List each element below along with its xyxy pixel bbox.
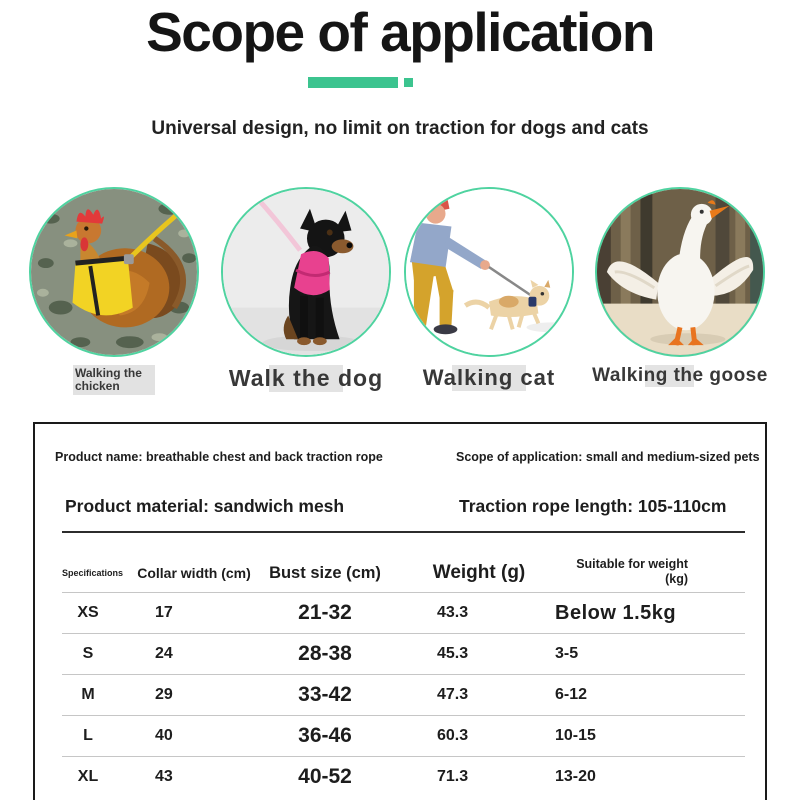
col-header-suitable-weight: Suitable for weight (kg) [576,557,688,586]
cell-bust-size: 28-38 [298,642,352,665]
dog-photo-circle [221,187,391,357]
spec-box: Product name: breathable chest and back … [33,422,767,800]
gallery-item-goose: Walking the goose [592,187,768,387]
cat-illustration-circle [404,187,574,357]
cell-collar-width: 29 [155,686,173,703]
cell-suitable-weight: 13-20 [555,768,596,785]
cell-size: XS [77,604,99,621]
col-header-collar-width: Collar width (cm) [137,565,251,581]
gallery-item-dog: Walk the dog [218,187,394,392]
cell-size: XL [77,768,99,785]
table-row-m: M 29 33-42 47.3 6-12 [62,674,745,715]
cell-suitable-weight: 6-12 [555,686,588,703]
cell-size: M [81,686,95,703]
cell-collar-width: 17 [155,604,173,621]
cell-weight: 60.3 [437,727,469,744]
cat-illustration-icon [406,189,572,355]
col-header-specifications: Specifications [62,568,124,578]
page-subtitle: Universal design, no limit on traction f… [151,118,649,139]
table-row-s: S 24 28-38 45.3 3-5 [62,633,745,674]
caption-walking-cat: Walking cat [422,365,556,391]
caption-walking-the-chicken: Walking the chicken [73,365,155,395]
cell-weight: 71.3 [437,768,469,785]
page-title: Scope of application [146,1,655,63]
accent-divider-dot [404,78,413,87]
chicken-photo-circle [29,187,199,357]
cell-weight: 45.3 [437,645,469,662]
cell-weight: 43.3 [437,604,469,621]
cell-size: S [82,645,94,662]
cell-size: L [83,727,93,744]
table-row-l: L 40 36-46 60.3 10-15 [62,715,745,756]
size-table: Specifications Collar width (cm) Bust si… [62,554,745,797]
cell-suitable-weight: 10-15 [555,727,596,744]
product-name-text: Product name: breathable chest and back … [55,450,383,464]
caption-walking-the-goose: Walking the goose [592,365,768,387]
cell-bust-size: 40-52 [298,765,352,788]
cell-bust-size: 33-42 [298,683,352,706]
size-table-header: Specifications Collar width (cm) Bust si… [62,554,745,592]
accent-divider-bar [308,77,398,88]
cell-collar-width: 43 [155,768,173,785]
product-material-text: Product material: sandwich mesh [65,496,345,516]
cell-bust-size: 21-32 [298,601,352,624]
cell-suitable-weight: 3-5 [555,645,579,662]
scope-of-application-text: Scope of application: small and medium-s… [456,450,760,464]
goose-photo-icon [597,189,763,355]
table-row-xs: XS 17 21-32 43.3 Below 1.5kg [62,592,745,633]
table-row-xl: XL 43 40-52 71.3 13-20 [62,756,745,797]
caption-walk-the-dog: Walk the dog [228,365,384,392]
cell-collar-width: 24 [155,645,173,662]
goose-photo-circle [595,187,765,357]
dog-photo-icon [223,189,389,355]
col-header-weight: Weight (g) [432,562,526,583]
gallery-item-cat: Walking cat [401,187,577,391]
cell-collar-width: 40 [155,727,173,744]
cell-weight: 47.3 [437,686,469,703]
gallery-item-chicken: Walking the chicken [26,187,202,395]
col-header-bust-size: Bust size (cm) [269,564,381,582]
cell-bust-size: 36-46 [298,724,352,747]
info-divider-line [62,531,745,533]
chicken-photo-icon [31,189,197,355]
rope-length-text: Traction rope length: 105-110cm [459,496,727,516]
cell-suitable-weight: Below 1.5kg [555,602,677,624]
